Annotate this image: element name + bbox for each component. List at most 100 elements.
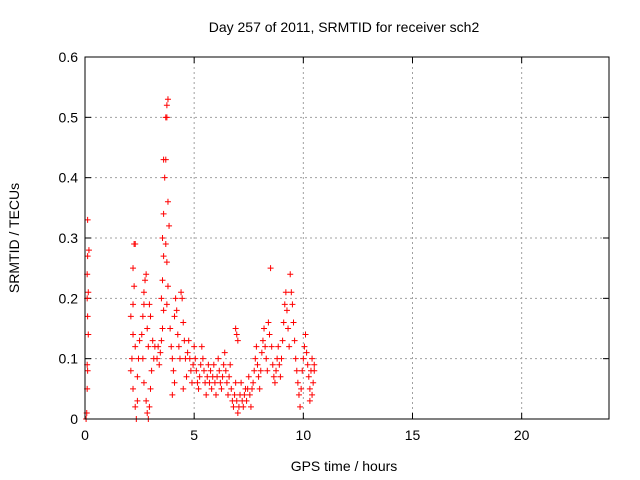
x-tick-label: 5 (190, 427, 198, 443)
data-point (250, 379, 257, 386)
data-point (162, 241, 169, 248)
data-point (295, 391, 302, 398)
data-point (233, 397, 240, 404)
data-point (230, 403, 237, 410)
data-point (164, 283, 171, 290)
data-point (259, 337, 266, 344)
data-point (309, 391, 316, 398)
y-tick-label: 0.3 (59, 230, 79, 246)
data-point (127, 367, 134, 374)
data-point (193, 367, 200, 374)
data-point (132, 343, 139, 350)
data-point (169, 391, 176, 398)
data-point (304, 361, 311, 368)
data-point (84, 253, 91, 260)
data-point (148, 367, 155, 374)
x-tick-label: 15 (405, 427, 421, 443)
data-point (210, 361, 217, 368)
data-point (84, 313, 91, 320)
data-point (174, 331, 181, 338)
x-tick-label: 20 (514, 427, 530, 443)
data-point (282, 289, 289, 296)
data-point (206, 379, 213, 386)
y-tick-label: 0.1 (59, 351, 79, 367)
data-point (254, 361, 261, 368)
data-point (276, 361, 283, 368)
data-point (280, 319, 287, 326)
data-point (161, 174, 168, 181)
data-point (278, 355, 285, 362)
data-point (273, 367, 280, 374)
data-point (85, 289, 92, 296)
data-point (199, 355, 206, 362)
data-point (162, 114, 169, 121)
data-point (167, 325, 174, 332)
data-point (258, 349, 265, 356)
data-point (253, 343, 260, 350)
tick-labels: 0 0.1 0.2 0.3 0.4 0.5 0.6 0 5 10 15 20 (59, 49, 530, 443)
data-point (171, 313, 178, 320)
data-point (146, 403, 153, 410)
data-point (298, 385, 305, 392)
data-point (142, 277, 149, 284)
data-point (214, 373, 221, 380)
data-point (221, 349, 228, 356)
data-point (144, 409, 151, 416)
data-point (147, 313, 154, 320)
data-point (186, 355, 193, 362)
data-point (222, 367, 229, 374)
data-point (166, 222, 173, 229)
data-point (159, 325, 166, 332)
data-point (195, 385, 202, 392)
data-point (225, 391, 232, 398)
data-point (216, 367, 223, 374)
y-axis-label: SRMTID / TECUs (6, 183, 22, 293)
data-point (185, 337, 192, 344)
data-point (267, 265, 274, 272)
data-point (176, 355, 183, 362)
data-point (134, 397, 141, 404)
data-point (249, 385, 256, 392)
data-point (240, 403, 247, 410)
data-point (85, 331, 92, 338)
data-point (252, 355, 259, 362)
data-point (257, 367, 264, 374)
data-point (310, 379, 317, 386)
data-point (306, 397, 313, 404)
data-point (169, 355, 176, 362)
data-point (178, 289, 185, 296)
data-point (207, 367, 214, 374)
data-point (266, 331, 273, 338)
data-point (130, 385, 137, 392)
data-point (197, 361, 204, 368)
data-point (139, 313, 146, 320)
data-point (157, 349, 164, 356)
data-point (163, 301, 170, 308)
data-points (83, 96, 318, 422)
y-tick-label: 0 (70, 411, 78, 427)
data-point (275, 343, 282, 350)
x-tick-label: 0 (81, 427, 89, 443)
data-point (299, 367, 306, 374)
data-point (289, 301, 296, 308)
data-point (84, 367, 91, 374)
data-point (173, 307, 180, 314)
data-point (290, 319, 297, 326)
data-point (140, 301, 147, 308)
data-point (255, 373, 262, 380)
data-point (223, 379, 230, 386)
data-point (184, 349, 191, 356)
data-point (228, 385, 235, 392)
data-point (246, 391, 253, 398)
data-point (281, 301, 288, 308)
data-point (192, 355, 199, 362)
data-point (234, 409, 241, 416)
data-point (256, 385, 263, 392)
y-tick-label: 0.5 (59, 109, 79, 125)
data-point (291, 337, 298, 344)
data-point (190, 361, 197, 368)
data-point (270, 373, 277, 380)
data-point (128, 355, 135, 362)
data-point (247, 403, 254, 410)
data-point (194, 379, 201, 386)
